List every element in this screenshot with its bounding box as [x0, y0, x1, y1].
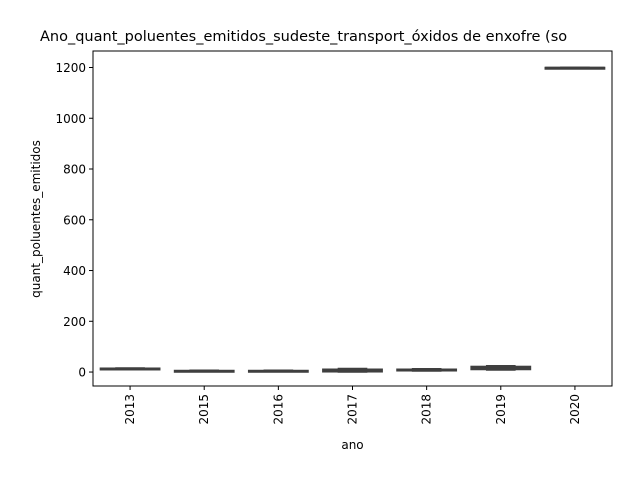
- x-axis-label: ano: [341, 438, 363, 452]
- y-tick-label: 800: [63, 163, 86, 177]
- y-tick-label: 200: [63, 315, 86, 329]
- x-tick-label: 2017: [346, 394, 360, 425]
- y-tick-label: 600: [63, 213, 86, 227]
- y-tick-label: 0: [78, 366, 86, 380]
- y-tick-label: 1000: [55, 112, 86, 126]
- axes-frame: [92, 50, 613, 387]
- y-tick-label: 400: [63, 264, 86, 278]
- y-axis-label: quant_poluentes_emitidos: [29, 140, 43, 298]
- plot-area: 0 200 400 600 800 1000 1200 2013 2015 2016 2017 201…: [55, 50, 613, 425]
- x-tick-label: 2019: [494, 394, 508, 425]
- y-tick-label: 1200: [55, 61, 86, 75]
- x-tick-label: 2020: [568, 394, 582, 425]
- x-tick-label: 2016: [271, 394, 285, 425]
- x-tick-label: 2013: [123, 394, 137, 425]
- x-tick-label: 2018: [420, 394, 434, 425]
- chart-title: Ano_quant_poluentes_emitidos_sudeste_tra…: [40, 29, 567, 45]
- x-tick-label: 2015: [197, 394, 211, 425]
